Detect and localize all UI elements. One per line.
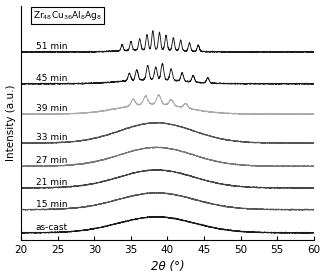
Text: 27 min: 27 min: [36, 156, 67, 165]
Text: 21 min: 21 min: [36, 178, 67, 187]
Text: as-cast: as-cast: [36, 223, 68, 232]
Text: 51 min: 51 min: [36, 42, 67, 51]
Text: 45 min: 45 min: [36, 74, 67, 83]
Text: 15 min: 15 min: [36, 200, 67, 209]
Text: 39 min: 39 min: [36, 104, 67, 113]
Y-axis label: Intensity (a.u.): Intensity (a.u.): [6, 85, 16, 161]
X-axis label: 2θ (°): 2θ (°): [151, 260, 184, 273]
Text: Zr$_{48}$Cu$_{36}$Al$_{8}$Ag$_{8}$: Zr$_{48}$Cu$_{36}$Al$_{8}$Ag$_{8}$: [33, 9, 102, 22]
Text: 33 min: 33 min: [36, 133, 67, 142]
